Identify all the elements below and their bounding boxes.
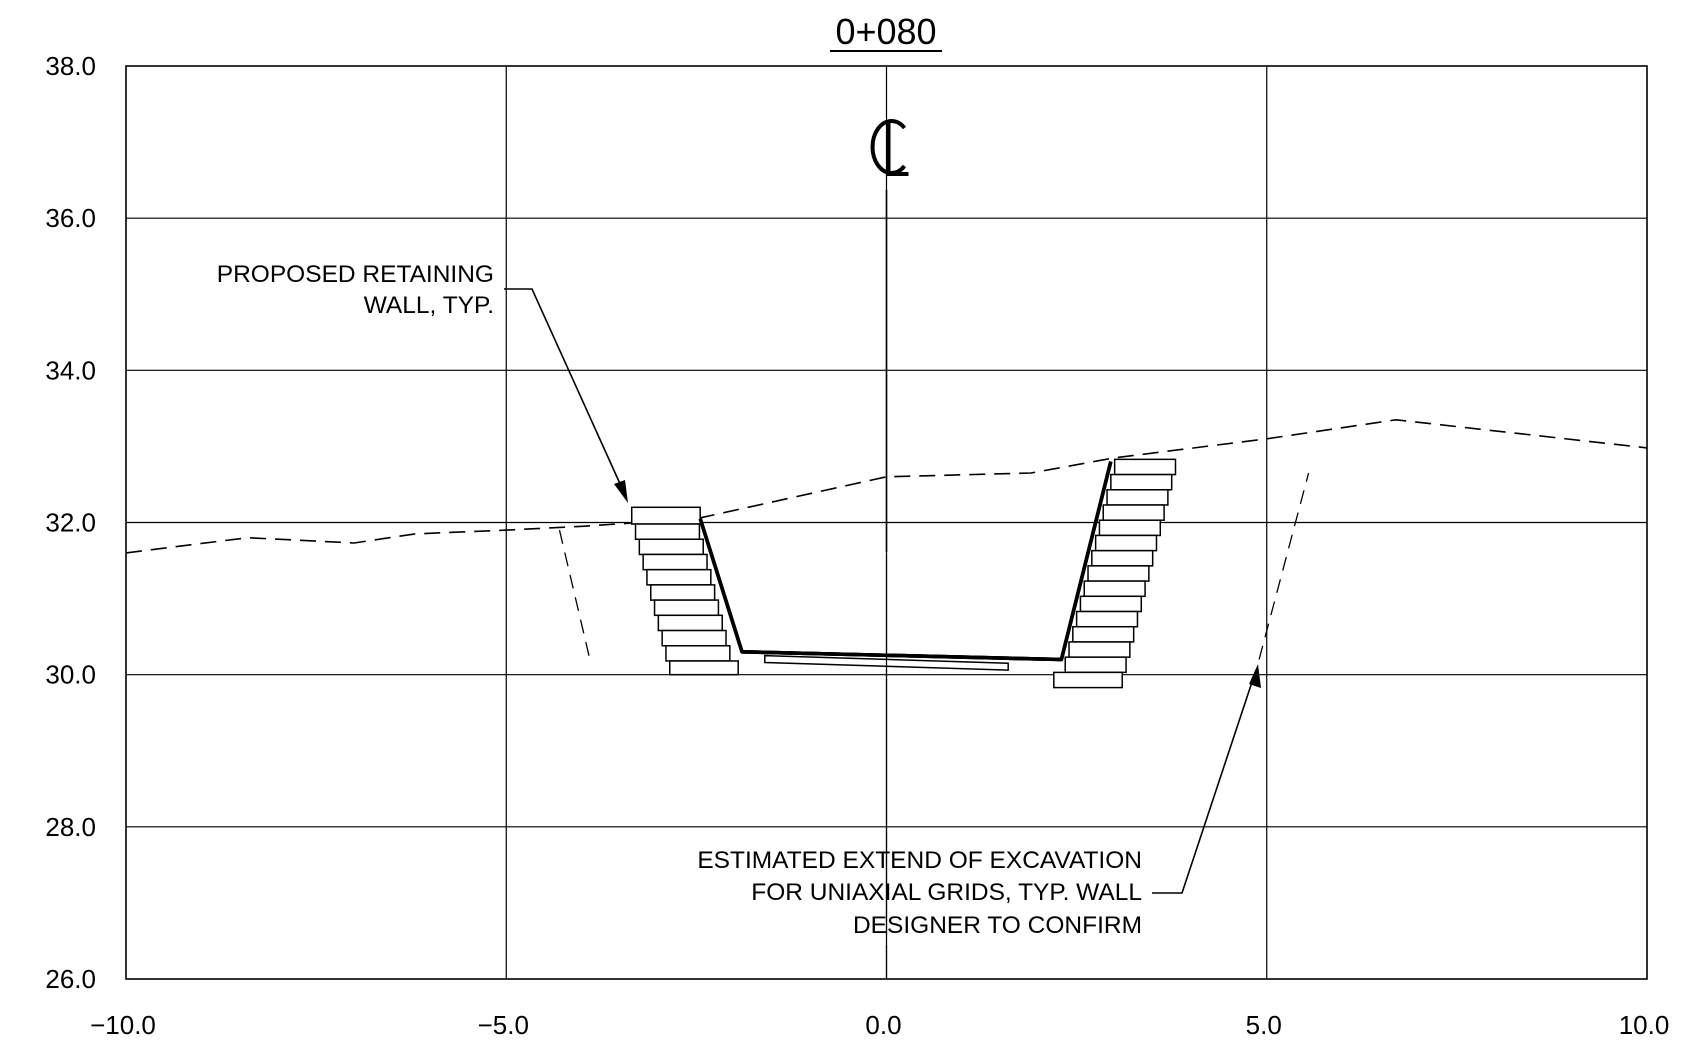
right-wall-block [1079,595,1143,613]
excavation-limit-line [558,529,591,660]
y-tick-label: 30.0 [45,660,96,690]
right-wall-block [1094,534,1158,552]
centerline-symbol-l [886,122,909,176]
left-wall-block [646,568,712,586]
left-wall-block [630,506,701,525]
left-wall-block [649,584,716,601]
left-wall-block [638,538,704,556]
base-line [741,650,1062,662]
left-wall-block [665,645,731,662]
excavation-note-line-1: ESTIMATED EXTEND OF EXCAVATION [697,847,1142,874]
excavation-note-line-2: FOR UNIAXIAL GRIDS, TYP. WALL [751,879,1142,906]
centerline-symbol [870,119,909,176]
wall-face-outline [698,461,1113,662]
left-wall-block [634,523,701,540]
x-tick-label: 5.0 [1246,1010,1282,1040]
right-wall-block [1064,656,1127,674]
y-tick-label: 28.0 [45,812,96,842]
axis-tick-labels: 38.0 36.0 34.0 32.0 30.0 28.0 26.0 −10.0 −5.0 0.0… [45,51,1669,1040]
left-wall-block [661,629,727,647]
y-tick-label: 32.0 [45,508,96,538]
left-wall-block [657,614,723,632]
retaining-wall-leader [504,288,627,498]
retaining-wall-note-line-2: WALL, TYP. [364,292,494,319]
existing-ground-line [125,418,1648,554]
right-wall-block [1087,565,1150,582]
x-tick-label: −5.0 [478,1010,529,1040]
centerline [870,119,909,979]
right-wall-block [1110,473,1173,491]
y-tick-label: 26.0 [45,964,96,994]
retaining-wall-arrowhead [614,480,628,503]
x-tick-label: 10.0 [1619,1010,1670,1040]
x-tick-label: 0.0 [865,1010,901,1040]
y-tick-label: 36.0 [45,203,96,233]
right-wall-block [1102,504,1165,521]
right-wall-block [1083,580,1146,598]
right-wall-block [1098,519,1162,537]
y-tick-label: 34.0 [45,355,96,385]
left-wall-block [653,599,720,617]
proposed-structure-line [698,461,1113,662]
excavation-limit-line [1258,472,1310,660]
retaining-wall-blocks [630,458,1177,689]
retaining-wall-note-line-1: PROPOSED RETAINING [217,261,494,288]
right-wall-block [1091,549,1154,567]
right-wall-block [1113,458,1177,476]
excavation-leader [1152,669,1257,894]
right-wall-block [1072,625,1135,643]
excavation-note-line-3: DESIGNER TO CONFIRM [853,912,1142,939]
x-tick-label: −10.0 [90,1010,156,1040]
right-wall-block [1075,610,1139,628]
section-title: 0+080 [835,11,936,52]
left-wall-block [669,660,739,676]
right-wall-block [1068,641,1131,658]
right-wall-block [1106,489,1169,506]
y-tick-label: 38.0 [45,51,96,81]
right-wall-block [1053,671,1124,689]
excavation-arrowhead [1249,664,1261,688]
left-wall-block [642,553,708,571]
